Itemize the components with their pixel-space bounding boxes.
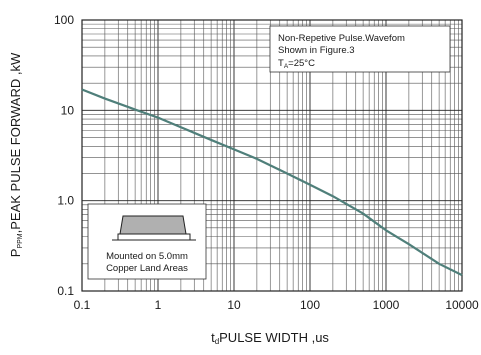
x-tick-label: 1000	[373, 298, 400, 312]
x-tick-label: 0.1	[74, 298, 91, 312]
smd-package-icon	[112, 215, 196, 241]
x-tick-label: 100	[300, 298, 320, 312]
annotation-line-1: Non-Repetive Pulse.Wavefom	[278, 33, 405, 44]
annotation-box	[269, 25, 451, 73]
y-tick-label: 100	[54, 13, 74, 27]
tick-labels: 0.1 1 10 100 1000 10000 0.1 1.0 10 100	[54, 13, 479, 312]
x-tick-label: 10	[227, 298, 241, 312]
y-tick-label: 1.0	[57, 194, 74, 208]
y-axis-title: PPPM,PEAK PULSE FORWARD ,kW	[8, 52, 24, 257]
y-tick-label: 0.1	[57, 284, 74, 298]
inset-line-1: Mounted on 5.0mm	[106, 251, 188, 262]
x-axis-title: tdPULSE WIDTH ,us	[211, 330, 329, 346]
grid	[82, 20, 462, 291]
plot-frame	[81, 19, 463, 292]
x-tick-label: 1	[155, 298, 162, 312]
x-tick-label: 10000	[445, 298, 479, 312]
series-line	[81, 88, 463, 277]
series-layer	[81, 88, 463, 277]
inset-line-2: Copper Land Areas	[106, 263, 188, 274]
annotation-line-2: Shown in Figure.3	[278, 45, 355, 56]
y-tick-label: 10	[61, 103, 75, 117]
annotation-line-3: TA=25°C	[278, 58, 315, 70]
